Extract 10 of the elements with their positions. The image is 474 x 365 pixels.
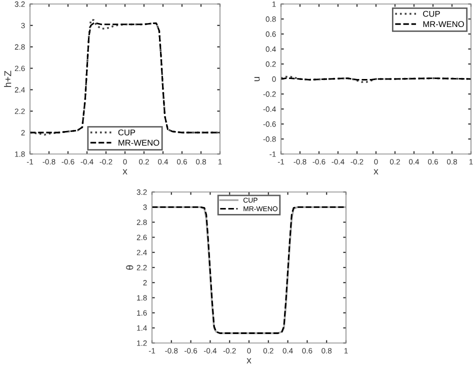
legend-label: MR-WENO	[118, 140, 160, 146]
legend-label: CUP	[118, 130, 136, 136]
y-axis-title: u	[254, 76, 260, 82]
y-axis-title: θ	[126, 265, 134, 270]
legend-label: CUP	[423, 10, 440, 17]
x-axis-title: x	[122, 169, 128, 174]
y-axis-title: h+Z	[4, 70, 12, 87]
legend-label: MR-WENO	[423, 21, 464, 28]
x-axis-title: x	[246, 358, 252, 364]
x-axis-title: x	[374, 169, 378, 174]
